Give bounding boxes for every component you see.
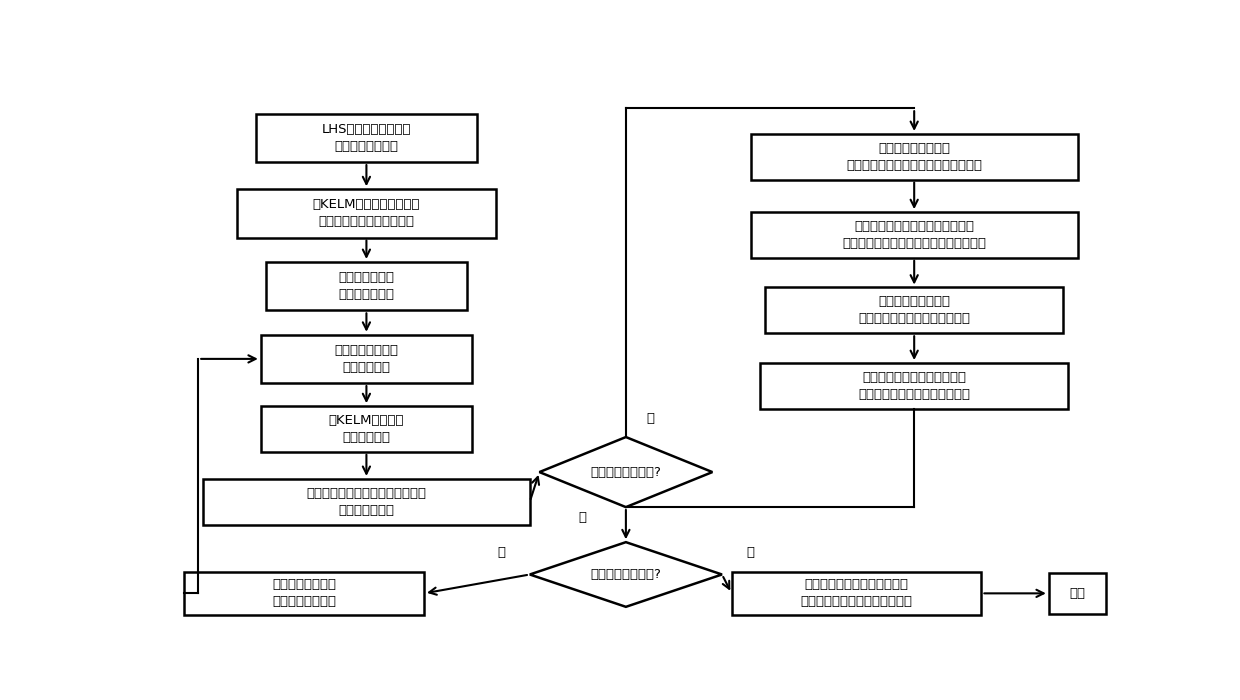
Text: 若训练数据集增加
重新训练替代模型: 若训练数据集增加 重新训练替代模型 bbox=[272, 578, 336, 608]
Polygon shape bbox=[539, 437, 712, 507]
Text: 否: 否 bbox=[579, 512, 587, 524]
Text: 以KELM替代模型
评价子代种群: 以KELM替代模型 评价子代种群 bbox=[329, 414, 404, 444]
FancyBboxPatch shape bbox=[1049, 573, 1106, 614]
Text: 以实际模型评价个体
并归档到替代模型训练数据集中: 以实际模型评价个体 并归档到替代模型训练数据集中 bbox=[858, 295, 970, 326]
Text: LHS方法生成初始样本
再以实际模型评价: LHS方法生成初始样本 再以实际模型评价 bbox=[321, 123, 412, 153]
FancyBboxPatch shape bbox=[760, 363, 1068, 409]
Text: 选择、交叉、变异
生成子代种群: 选择、交叉、变异 生成子代种群 bbox=[335, 344, 398, 374]
Text: 以高斯扰动邻域搜索方法对选择的
个体进行邻域内搜索，输出搜索后的个体: 以高斯扰动邻域搜索方法对选择的 个体进行邻域内搜索，输出搜索后的个体 bbox=[842, 220, 986, 250]
FancyBboxPatch shape bbox=[751, 212, 1078, 258]
FancyBboxPatch shape bbox=[265, 262, 467, 310]
Text: 否: 否 bbox=[497, 547, 505, 559]
Text: 选取种群大小的
样本为初始种群: 选取种群大小的 样本为初始种群 bbox=[339, 271, 394, 301]
FancyBboxPatch shape bbox=[203, 479, 529, 524]
Text: 是: 是 bbox=[746, 547, 755, 559]
Text: 以KELM方法建立约束条件
与目标函数响应的替代模型: 以KELM方法建立约束条件 与目标函数响应的替代模型 bbox=[312, 198, 420, 228]
Text: 是: 是 bbox=[646, 412, 653, 425]
FancyBboxPatch shape bbox=[255, 113, 477, 162]
Text: 以超立方改进指数和
个体拥挤度指数选择若干个最优的个体: 以超立方改进指数和 个体拥挤度指数选择若干个最优的个体 bbox=[846, 142, 982, 172]
FancyBboxPatch shape bbox=[184, 572, 424, 615]
Polygon shape bbox=[529, 542, 722, 607]
Text: 将子代种群与局部搜索后个体
合并进行排序，生成下一代种群: 将子代种群与局部搜索后个体 合并进行排序，生成下一代种群 bbox=[858, 371, 970, 401]
Text: 结束: 结束 bbox=[1070, 587, 1085, 600]
Text: 是否达到最大代数?: 是否达到最大代数? bbox=[590, 568, 661, 581]
FancyBboxPatch shape bbox=[732, 572, 982, 615]
Text: 将子代与父代种群合并进行排序，
生成下一代种群: 将子代与父代种群合并进行排序， 生成下一代种群 bbox=[306, 486, 427, 517]
FancyBboxPatch shape bbox=[765, 288, 1063, 333]
FancyBboxPatch shape bbox=[237, 189, 496, 237]
FancyBboxPatch shape bbox=[751, 134, 1078, 180]
FancyBboxPatch shape bbox=[260, 406, 472, 452]
Text: 是否进行局部搜索?: 是否进行局部搜索? bbox=[590, 466, 661, 479]
Text: 将实际模型评价的所有解进行
排序，生成种群大小的最优解集: 将实际模型评价的所有解进行 排序，生成种群大小的最优解集 bbox=[801, 578, 913, 608]
FancyBboxPatch shape bbox=[260, 335, 472, 383]
